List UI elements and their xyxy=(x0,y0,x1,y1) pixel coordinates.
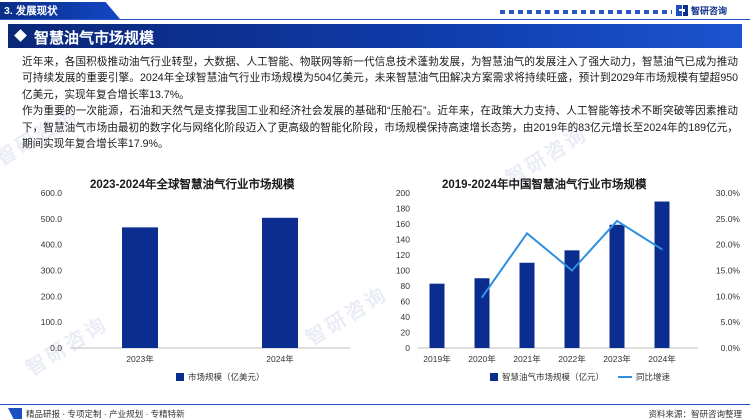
growth-rate-point xyxy=(481,296,483,299)
x-tick-label: 2020年 xyxy=(468,354,496,364)
x-tick-label: 2021年 xyxy=(513,354,541,364)
bar xyxy=(429,283,445,348)
y2-tick-label: 30.0% xyxy=(716,188,741,198)
top-header: 3. 发展现状 智研咨询 xyxy=(0,0,750,22)
x-tick-label: 2023年 xyxy=(603,354,631,364)
y-tick-label: 0 xyxy=(405,343,410,353)
y-tick-label: 120 xyxy=(396,250,410,260)
y-tick-label: 400.0 xyxy=(41,240,63,250)
y-tick-label: 80 xyxy=(401,281,411,291)
section-tab xyxy=(0,2,120,19)
y-tick-label: 160 xyxy=(396,219,410,229)
footer-flag-icon xyxy=(8,408,22,419)
bar xyxy=(519,262,535,348)
legend-swatch xyxy=(176,373,184,381)
y-tick-label: 300.0 xyxy=(41,266,63,276)
x-tick-label: 2022年 xyxy=(558,354,586,364)
legend-label: 智慧油气市场规模（亿元） xyxy=(502,372,604,382)
growth-rate-point xyxy=(616,220,618,222)
y-tick-label: 180 xyxy=(396,204,410,214)
bar xyxy=(564,250,580,348)
chart1-title: 2023-2024年全球智慧油气行业市场规模 xyxy=(90,179,295,191)
y-tick-label: 20 xyxy=(401,328,411,338)
brand-name: 智研咨询 xyxy=(691,6,728,16)
y-tick-label: 60 xyxy=(401,297,411,307)
page-title: 智慧油气市场规模 xyxy=(34,30,155,47)
brand-logo-icon xyxy=(676,5,688,16)
legend-label: 同比增速 xyxy=(636,372,671,382)
y-tick-label: 600.0 xyxy=(41,188,63,198)
x-tick-label: 2024年 xyxy=(266,354,294,364)
bar xyxy=(262,217,298,348)
bar xyxy=(474,278,490,348)
y-tick-label: 140 xyxy=(396,235,410,245)
chart2-china-market: 0 20 40 60 80 100 120 140 160 180 200 0.0% 5.0% 10.0%… xyxy=(396,188,741,382)
growth-rate-point xyxy=(661,248,663,251)
y-tick-label: 200.0 xyxy=(41,291,63,301)
x-tick-label: 2024年 xyxy=(648,354,676,364)
header-divider xyxy=(0,19,750,20)
header-stripes xyxy=(500,10,672,14)
page-title-bar: 智慧油气市场规模 xyxy=(8,24,742,48)
y2-tick-label: 0.0% xyxy=(721,343,741,353)
legend-label: 市场规模（亿美元） xyxy=(188,372,265,382)
y-tick-label: 100 xyxy=(396,266,410,276)
y2-tick-label: 10.0% xyxy=(716,291,741,301)
y-tick-label: 40 xyxy=(401,312,411,322)
chart1-global-market: 0.0 100.0 200.0 300.0 400.0 500.0 600.0 2023年 20… xyxy=(41,188,350,382)
paragraph-2: 作为重要的一次能源，石油和天然气是支撑我国工业和经济社会发展的基础和“压舱石”。… xyxy=(22,105,738,151)
bar xyxy=(122,227,158,348)
y2-tick-label: 25.0% xyxy=(716,214,741,224)
section-label: 3. 发展现状 xyxy=(4,5,58,17)
body-text: 近年来，各国积极推动油气行业转型，大数据、人工智能、物联网等新一代信息技术蓬勃发… xyxy=(22,54,738,152)
y-tick-label: 200 xyxy=(396,188,410,198)
footer: 精品研报 · 专项定制 · 产业规划 · 专精特新 资料来源：智研咨询整理 xyxy=(0,404,750,420)
bar xyxy=(609,224,625,348)
bar xyxy=(654,201,670,348)
growth-rate-point xyxy=(526,232,528,235)
brand-logo: 智研咨询 xyxy=(675,4,727,17)
diamond-icon xyxy=(14,29,27,42)
x-tick-label: 2023年 xyxy=(126,354,154,364)
growth-rate-point xyxy=(571,269,573,272)
data-source: 资料来源：智研咨询整理 xyxy=(648,409,742,419)
legend-swatch xyxy=(490,373,498,381)
y2-tick-label: 15.0% xyxy=(716,266,741,276)
y-tick-label: 500.0 xyxy=(41,214,63,224)
y-tick-label: 100.0 xyxy=(41,317,63,327)
y-tick-label: 0.0 xyxy=(50,343,62,353)
y2-tick-label: 5.0% xyxy=(721,317,741,327)
footer-divider xyxy=(0,404,750,405)
chart2-title: 2019-2024年中国智慧油气行业市场规模 xyxy=(442,179,647,191)
paragraph-1: 近年来，各国积极推动油气行业转型，大数据、人工智能、物联网等新一代信息技术蓬勃发… xyxy=(22,56,738,101)
y2-tick-label: 20.0% xyxy=(716,240,741,250)
footer-tagline: 精品研报 · 专项定制 · 产业规划 · 专精特新 xyxy=(26,409,185,419)
x-tick-label: 2019年 xyxy=(423,354,451,364)
